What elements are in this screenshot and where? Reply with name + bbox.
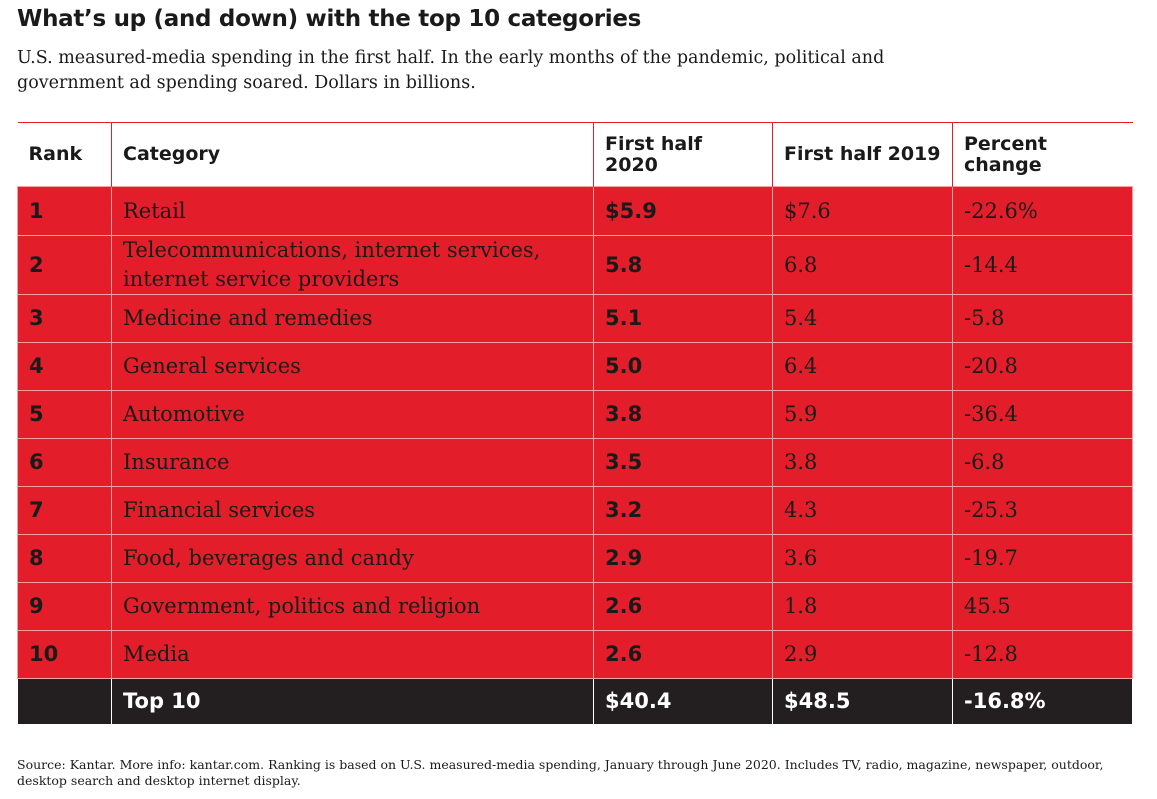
table-cell: 4 (17, 342, 112, 391)
table-row: 7 Financial services 3.2 4.3 -25.3 (17, 486, 1133, 535)
table-cell: 2.9 (772, 630, 953, 679)
table-cell: $5.9 (593, 186, 773, 236)
table-cell: Retail (111, 186, 594, 236)
column-header: First half 2019 (772, 122, 953, 187)
table-cell: -22.6% (952, 186, 1133, 236)
table-cell: Financial services (111, 486, 594, 535)
table-cell: -25.3 (952, 486, 1133, 535)
table-row: 1 Retail $5.9 $7.6 -22.6% (17, 186, 1133, 236)
table-cell: 3.8 (772, 438, 953, 487)
table-cell: 5.1 (593, 294, 773, 343)
table-cell: 1.8 (772, 582, 953, 631)
table-cell: -6.8 (952, 438, 1133, 487)
table-cell: 3.5 (593, 438, 773, 487)
table-cell: Automotive (111, 390, 594, 439)
header-row: Rank Category First half 2020 First half 20… (18, 122, 1133, 187)
column-header: Percent change (952, 122, 1133, 187)
column-header: Category (111, 122, 594, 187)
table-cell: $7.6 (772, 186, 953, 236)
table-cell: 5.8 (593, 235, 773, 295)
table-row: 4 General services 5.0 6.4 -20.8 (17, 342, 1133, 391)
table-cell: General services (111, 342, 594, 391)
table-cell: Food, beverages and candy (111, 534, 594, 583)
table-cell: 3.8 (593, 390, 773, 439)
table-cell: 10 (17, 630, 112, 679)
table-cell: 3.2 (593, 486, 773, 535)
table-cell: Telecommunications, internet services, i… (111, 235, 594, 295)
table-cell: 5.9 (772, 390, 953, 439)
table-row: 2 Telecommunications, internet services, … (17, 235, 1133, 295)
table-cell: 8 (17, 534, 112, 583)
table-row: 9 Government, politics and religion 2.6 1.8… (17, 582, 1133, 631)
table-cell: 45.5 (952, 582, 1133, 631)
table-cell: -12.8 (952, 630, 1133, 679)
table-cell: 2.6 (593, 630, 773, 679)
column-header: Rank (28, 143, 83, 165)
title: What’s up (and down) with the top 10 cat… (17, 6, 642, 32)
table-cell: Government, politics and religion (111, 582, 594, 631)
table-cell: -19.7 (952, 534, 1133, 583)
table-cell: 3.6 (772, 534, 953, 583)
table-cell: -36.4 (952, 390, 1133, 439)
column-header: First half 2020 (593, 122, 773, 187)
table-cell: Medicine and remedies (111, 294, 594, 343)
ranking-table: Rank Category First half 2020 First half 20… (17, 122, 1133, 725)
table-cell: 2.9 (593, 534, 773, 583)
table-cell: 3 (17, 294, 112, 343)
table-cell: 6.4 (772, 342, 953, 391)
table-cell: 2.6 (593, 582, 773, 631)
table-cell: 7 (17, 486, 112, 535)
total-cell: Top 10 (111, 678, 594, 725)
table-cell: 6 (17, 438, 112, 487)
table-row: 5 Automotive 3.8 5.9 -36.4 (17, 390, 1133, 439)
table-cell: 4.3 (772, 486, 953, 535)
source-note: Source: Kantar. More info: kantar.com. R… (17, 757, 1104, 788)
table-row: 8 Food, beverages and candy 2.9 3.6 -19.7 (17, 534, 1133, 583)
table-cell: 2 (17, 235, 112, 295)
table-cell: Insurance (111, 438, 594, 487)
table-cell: 5.4 (772, 294, 953, 343)
table-cell: -5.8 (952, 294, 1133, 343)
subtitle: U.S. measured-media spending in the firs… (17, 48, 885, 93)
table-cell: -20.8 (952, 342, 1133, 391)
table-row: 10 Media 2.6 2.9 -12.8 (17, 630, 1133, 679)
table-cell: 1 (17, 186, 112, 236)
table-cell: -14.4 (952, 235, 1133, 295)
table-cell: Media (111, 630, 594, 679)
table-cell: 5.0 (593, 342, 773, 391)
table-cell: 5 (17, 390, 112, 439)
total-cell: $48.5 (772, 678, 953, 725)
table-row: 3 Medicine and remedies 5.1 5.4 -5.8 (17, 294, 1133, 343)
table-body: 1 Retail $5.9 $7.6 -22.6% 2 Telecommunications… (17, 186, 1133, 725)
total-cell: $40.4 (593, 678, 773, 725)
table-cell: 6.8 (772, 235, 953, 295)
table-head: Rank Category First half 2020 First half 20… (18, 122, 1133, 187)
table-cell (17, 678, 112, 725)
table-cell: 9 (17, 582, 112, 631)
total-row: Top 10 $40.4 $48.5 -16.8% (17, 678, 1133, 725)
total-cell: -16.8% (952, 678, 1133, 725)
table-row: 6 Insurance 3.5 3.8 -6.8 (17, 438, 1133, 487)
